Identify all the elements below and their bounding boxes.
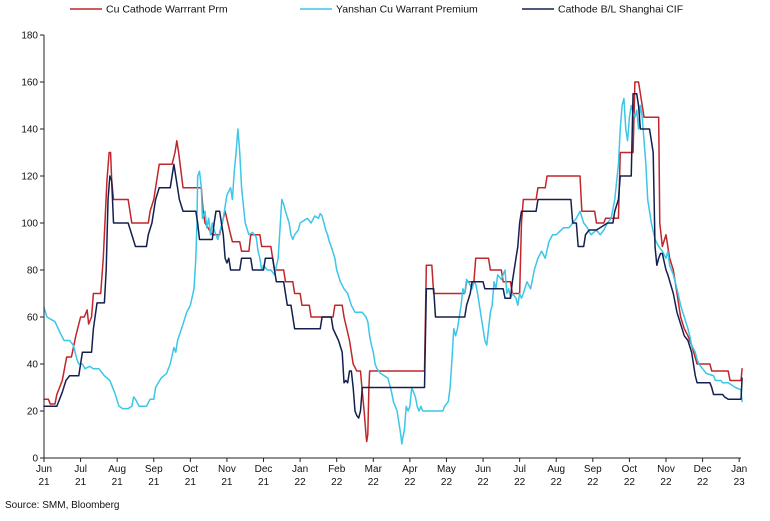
x-tick-label-month: Sep bbox=[145, 464, 163, 475]
x-tick-label-year: 22 bbox=[404, 477, 416, 488]
x-tick-label-year: 21 bbox=[221, 477, 233, 488]
x-tick-label-year: 22 bbox=[587, 477, 599, 488]
series-line-1 bbox=[43, 97, 743, 445]
x-tick-label-year: 22 bbox=[368, 477, 380, 488]
y-tick-label: 0 bbox=[32, 454, 38, 465]
x-tick-label-year: 22 bbox=[514, 477, 526, 488]
y-tick-label: 180 bbox=[21, 31, 38, 42]
x-tick-label-month: Aug bbox=[547, 464, 565, 475]
series-line-2 bbox=[43, 93, 743, 419]
x-tick-label-month: Oct bbox=[183, 464, 199, 475]
x-tick-label-month: Nov bbox=[657, 464, 675, 475]
x-tick-label-year: 22 bbox=[331, 477, 343, 488]
legend-label-0: Cu Cathode Warrrant Prm bbox=[106, 4, 228, 16]
x-tick-label-year: 22 bbox=[551, 477, 563, 488]
x-tick-label-year: 21 bbox=[38, 477, 50, 488]
y-tick-label: 80 bbox=[27, 266, 39, 277]
x-tick-label-month: Aug bbox=[108, 464, 126, 475]
source-note: Source: SMM, Bloomberg bbox=[5, 500, 120, 511]
x-tick-label-year: 22 bbox=[697, 477, 709, 488]
x-tick-label-year: 21 bbox=[112, 477, 124, 488]
x-tick-label-month: May bbox=[437, 464, 456, 475]
x-tick-label-year: 22 bbox=[295, 477, 307, 488]
series-line-0 bbox=[43, 81, 743, 443]
legend: Cu Cathode Warrrant Prm Yanshan Cu Warran… bbox=[70, 4, 683, 16]
x-tick-label-year: 21 bbox=[258, 477, 270, 488]
x-tick-label-year: 22 bbox=[477, 477, 489, 488]
legend-label-1: Yanshan Cu Warrant Premium bbox=[336, 4, 478, 16]
y-tick-label: 160 bbox=[21, 78, 38, 89]
x-tick-label-month: Jan bbox=[731, 464, 747, 475]
tick-labels: 0 20 40 60 80 100 120 140 160 180 Jun 21 Jul 21 Aug 21 S… bbox=[21, 31, 747, 489]
x-tick-label-month: Jun bbox=[36, 464, 52, 475]
x-tick-label-year: 21 bbox=[185, 477, 197, 488]
x-tick-label-month: Jun bbox=[475, 464, 491, 475]
y-tick-label: 40 bbox=[27, 360, 39, 371]
x-tick-label-month: Mar bbox=[365, 464, 383, 475]
x-tick-label-year: 22 bbox=[624, 477, 636, 488]
x-tick-label-year: 22 bbox=[660, 477, 672, 488]
series-layer bbox=[43, 81, 743, 445]
y-tick-label: 120 bbox=[21, 172, 38, 183]
x-tick-label-month: Jul bbox=[74, 464, 87, 475]
x-tick-label-month: Nov bbox=[218, 464, 236, 475]
x-tick-label-year: 21 bbox=[148, 477, 160, 488]
y-tick-label: 140 bbox=[21, 125, 38, 136]
x-tick-label-month: Jul bbox=[513, 464, 526, 475]
x-tick-label-month: Dec bbox=[694, 464, 712, 475]
x-tick-label-month: Sep bbox=[584, 464, 602, 475]
y-tick-label: 60 bbox=[27, 313, 39, 324]
x-tick-label-year: 23 bbox=[734, 477, 746, 488]
legend-label-2: Cathode B/L Shanghai CIF bbox=[558, 4, 683, 16]
x-tick-label-month: Oct bbox=[622, 464, 638, 475]
y-tick-label: 20 bbox=[27, 407, 39, 418]
x-tick-label-month: Jan bbox=[292, 464, 308, 475]
axes bbox=[40, 34, 741, 462]
x-tick-label-year: 21 bbox=[75, 477, 87, 488]
x-tick-label-month: Apr bbox=[402, 464, 418, 475]
x-tick-label-year: 22 bbox=[441, 477, 453, 488]
x-tick-label-month: Feb bbox=[328, 464, 346, 475]
y-tick-label: 100 bbox=[21, 219, 38, 230]
x-tick-label-month: Dec bbox=[255, 464, 273, 475]
